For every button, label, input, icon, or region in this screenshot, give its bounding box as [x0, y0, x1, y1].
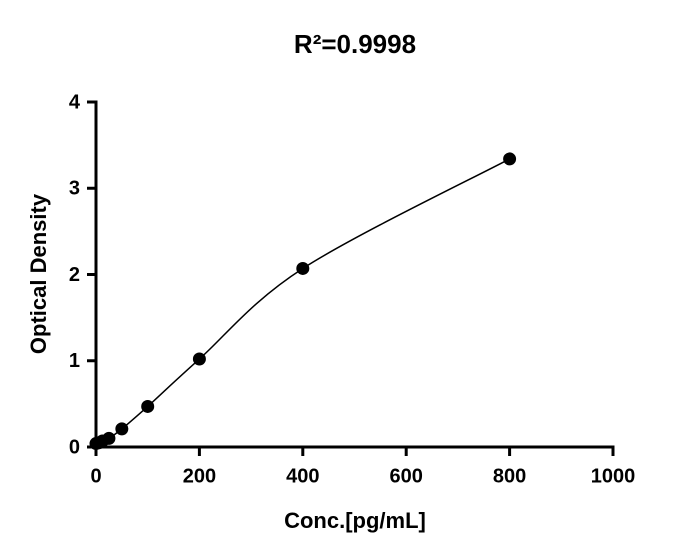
x-tick-label: 1000	[591, 465, 636, 487]
data-point	[296, 261, 310, 275]
data-point	[141, 399, 155, 413]
y-tick-label: 4	[69, 91, 81, 113]
x-tick-label: 400	[286, 465, 319, 487]
data-point	[102, 431, 116, 445]
data-point	[503, 152, 517, 166]
fit-curve	[95, 158, 510, 445]
data-point	[115, 422, 129, 436]
y-tick-label: 0	[69, 436, 80, 458]
x-tick-label: 0	[90, 465, 101, 487]
chart-title: R²=0.9998	[294, 29, 416, 59]
y-axis-title: Optical Density	[26, 193, 51, 354]
y-tick-label: 3	[69, 178, 80, 200]
y-tick-label: 1	[69, 350, 80, 372]
x-axis-title: Conc.[pg/mL]	[284, 508, 426, 533]
x-tick-label: 600	[390, 465, 423, 487]
data-point	[192, 352, 206, 366]
x-tick-label: 200	[183, 465, 216, 487]
x-tick-label: 800	[493, 465, 526, 487]
y-tick-label: 2	[69, 264, 80, 286]
